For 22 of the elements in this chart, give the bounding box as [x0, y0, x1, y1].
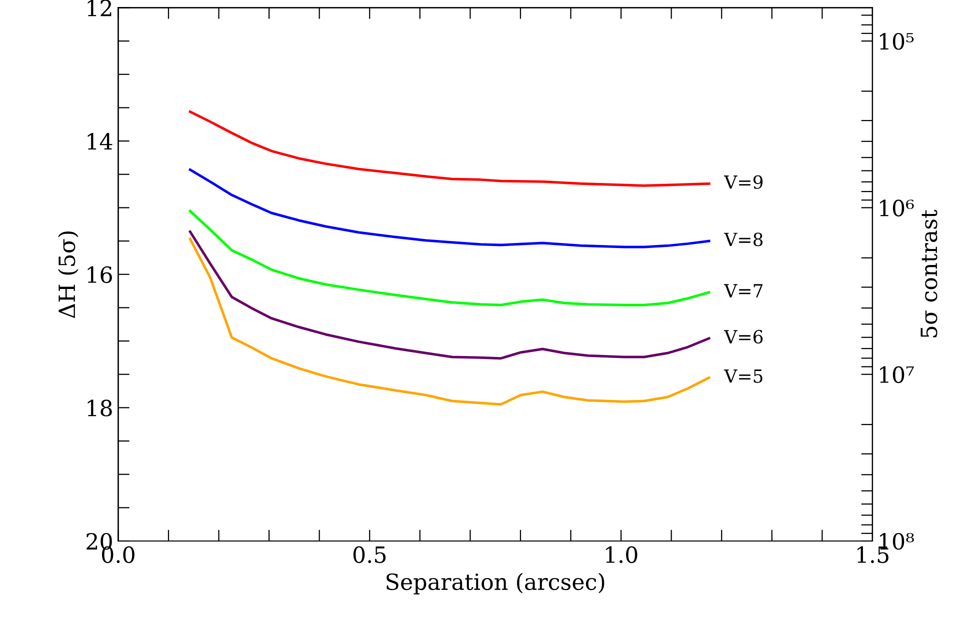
y-tick-label: 16: [88, 266, 112, 284]
series-label: V=5: [724, 369, 762, 383]
line-series: [188, 110, 710, 187]
x-tick-label: 0.5: [353, 546, 386, 564]
series-label: V=8: [724, 232, 763, 246]
y-tick-label: 14: [88, 132, 112, 150]
series-label: V=7: [724, 284, 762, 298]
series-label: V=9: [724, 175, 763, 189]
line-series: [188, 230, 710, 360]
line-series: [188, 168, 710, 248]
line-series: [188, 238, 710, 406]
y-tick-label: 12: [88, 0, 112, 16]
y2-tick-label: 10⁶: [880, 200, 914, 216]
y2-tick-label: 10⁵: [880, 32, 914, 50]
line-series: [188, 210, 710, 306]
x-axis-title: Separation (arcsec): [386, 572, 604, 594]
y-axis-title: ΔH (5σ): [58, 232, 78, 318]
y-tick-label: 18: [88, 400, 112, 416]
series-label: V=6: [724, 330, 763, 344]
y2-axis-title: 5σ contrast: [920, 210, 938, 338]
x-tick-label: 1.0: [606, 546, 638, 564]
y2-tick-label: 10⁷: [880, 366, 914, 384]
